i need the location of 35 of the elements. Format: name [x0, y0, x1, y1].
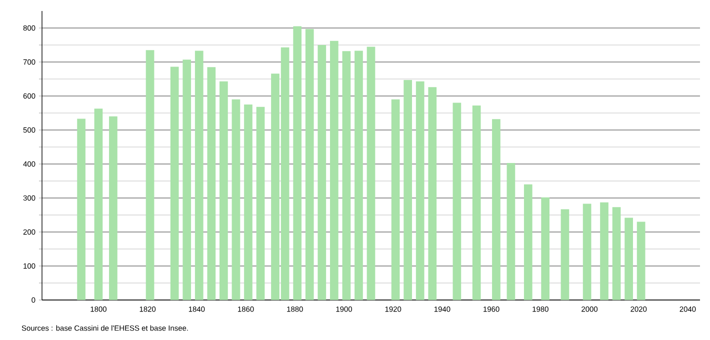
bar [582, 204, 592, 300]
bar [318, 45, 326, 300]
bar [256, 106, 265, 300]
bar [182, 60, 192, 300]
bar [354, 50, 363, 300]
bar [77, 118, 86, 300]
bar [220, 81, 228, 300]
bar [600, 202, 608, 300]
bar [506, 162, 516, 300]
bar [342, 51, 351, 300]
bar [624, 218, 633, 300]
bar [524, 184, 532, 300]
bar [612, 207, 621, 300]
bar [146, 50, 154, 300]
bar [472, 106, 481, 300]
bar [244, 104, 252, 300]
bar [232, 99, 240, 300]
bar [194, 50, 204, 300]
bar [492, 119, 500, 300]
bar [109, 116, 118, 300]
bar [404, 80, 412, 300]
bar [541, 197, 550, 300]
bar [170, 66, 179, 300]
bar [560, 209, 570, 300]
bar [416, 81, 424, 300]
bar [428, 87, 437, 300]
bar [94, 108, 103, 300]
bar [452, 102, 462, 300]
bar [293, 26, 302, 300]
bar [366, 46, 376, 300]
bar [636, 222, 646, 300]
bar [330, 40, 338, 300]
bar [305, 29, 314, 300]
bar [207, 67, 216, 300]
bar [391, 99, 400, 300]
